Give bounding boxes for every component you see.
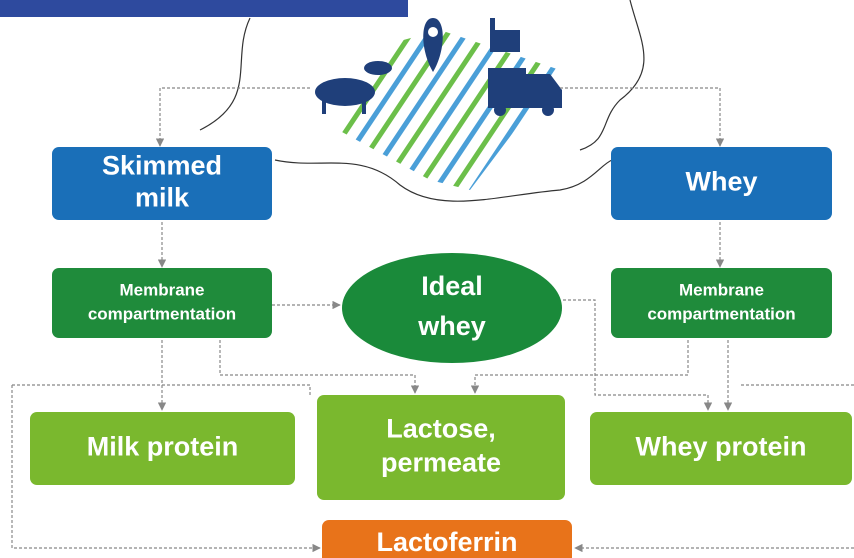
- node-label: Whey protein: [635, 432, 806, 462]
- membrane-right: Membrane compartmentation: [611, 268, 832, 338]
- node-label: compartmentation: [88, 304, 236, 323]
- node-label: Membrane: [119, 280, 204, 299]
- node-label: Lactoferrin: [376, 527, 517, 557]
- node-label: Milk protein: [87, 432, 239, 462]
- node-label: milk: [135, 183, 190, 213]
- icons: [315, 18, 562, 116]
- node-shape: [52, 268, 272, 338]
- membrane-left: Membrane compartmentation: [52, 268, 272, 338]
- node-shape: [590, 412, 852, 485]
- node-label: compartmentation: [647, 304, 795, 323]
- node-shape: [52, 147, 272, 220]
- whey-protein: Whey protein: [590, 412, 852, 485]
- node-shape: [611, 268, 832, 338]
- node-label: whey: [417, 311, 486, 341]
- lactose-permeate: Lactose, permeate: [317, 395, 565, 500]
- node-shape: [317, 395, 565, 500]
- header-bar: [0, 0, 408, 17]
- node-shape: [30, 412, 295, 485]
- node-shape: [322, 520, 572, 558]
- node-label: Membrane: [679, 280, 764, 299]
- node-shape: [342, 253, 562, 363]
- lactoferrin: Lactoferrin: [322, 520, 572, 558]
- map-outline: [199, 0, 645, 202]
- node-label: permeate: [381, 448, 501, 478]
- connectors: [11, 87, 854, 548]
- node-label: Lactose,: [386, 414, 496, 444]
- node-label: Whey: [685, 167, 757, 197]
- node-label: Ideal: [421, 271, 483, 301]
- node-label: Skimmed: [102, 151, 222, 181]
- ideal-whey: Ideal whey: [342, 253, 562, 363]
- whey: Whey: [611, 147, 832, 220]
- node-shape: [611, 147, 832, 220]
- milk-protein: Milk protein: [30, 412, 295, 485]
